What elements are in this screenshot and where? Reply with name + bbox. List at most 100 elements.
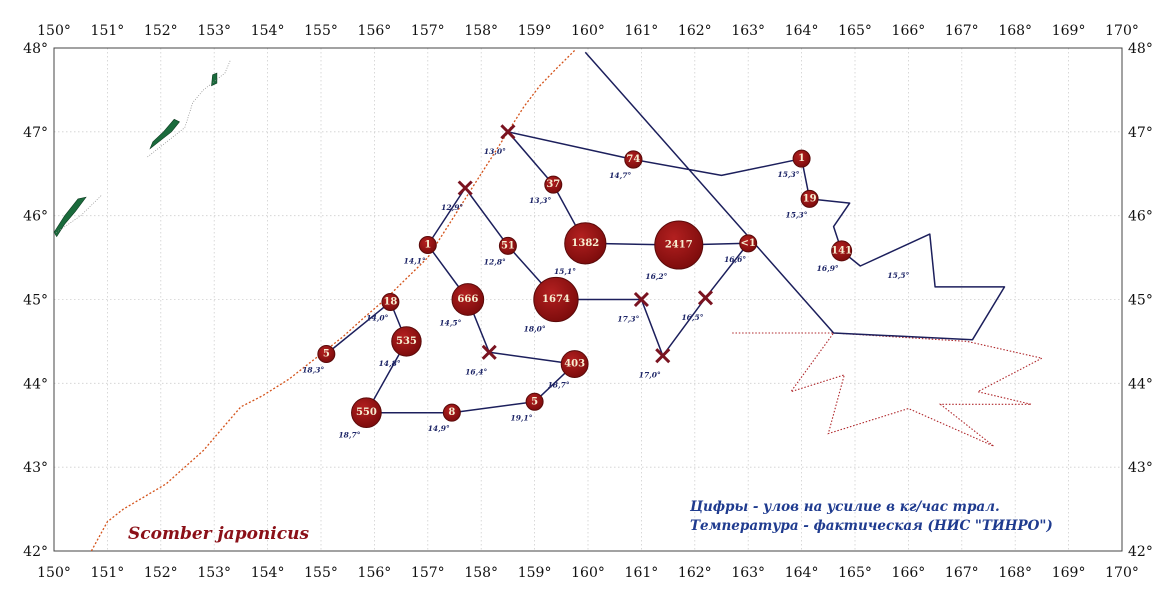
latitude-label-left: 48° xyxy=(23,41,48,57)
catch-station-circle xyxy=(739,234,758,253)
temperature-label: 16,4° xyxy=(465,367,487,376)
temperature-label: 18,7° xyxy=(338,431,360,440)
latitude-label-right: 46° xyxy=(1128,209,1153,225)
catch-station-circle xyxy=(544,175,563,194)
catch-value-label: 19 xyxy=(803,193,817,204)
empty-station-marker xyxy=(457,180,473,196)
longitude-label-top: 159° xyxy=(518,23,552,39)
latitude-label-left: 47° xyxy=(23,125,48,141)
temperature-label: 18,7° xyxy=(548,380,570,389)
longitude-label-bottom: 153° xyxy=(197,565,231,581)
longitude-label-bottom: 159° xyxy=(518,565,552,581)
catch-value-label: 550 xyxy=(356,407,377,418)
catch-value-label: 18 xyxy=(383,297,397,308)
cross-stroke xyxy=(481,344,497,360)
empty-station-marker xyxy=(633,291,649,308)
land-masses xyxy=(53,60,231,238)
catch-value-label: 51 xyxy=(501,240,515,251)
longitude-label-top: 167° xyxy=(945,23,979,39)
longitude-label-bottom: 161° xyxy=(625,565,659,581)
longitude-label-bottom: 164° xyxy=(785,565,819,581)
longitude-label-bottom: 170° xyxy=(1105,565,1139,581)
temperature-label: 12,8° xyxy=(484,257,506,266)
longitude-label-top: 168° xyxy=(998,23,1032,39)
catch-station-circle xyxy=(800,189,819,208)
catch-value-label: 74 xyxy=(626,154,640,165)
temperature-label: 16,2° xyxy=(645,272,667,281)
island-shelf-contour xyxy=(147,60,231,158)
longitude-label-bottom: 160° xyxy=(571,565,605,581)
catch-value-label: 403 xyxy=(564,359,585,370)
longitude-label-top: 155° xyxy=(304,23,338,39)
longitude-label-top: 154° xyxy=(251,23,285,39)
latitude-label-right: 42° xyxy=(1128,544,1153,560)
catch-station-circle xyxy=(525,392,544,411)
longitude-label-bottom: 151° xyxy=(91,565,125,581)
island-shelf-contour xyxy=(53,194,103,235)
temperature-label: 13,0° xyxy=(484,147,506,156)
latitude-label-left: 45° xyxy=(23,293,48,309)
longitude-label-top: 164° xyxy=(785,23,819,39)
catch-value-label: 1 xyxy=(798,153,805,164)
longitude-label-top: 158° xyxy=(464,23,498,39)
catch-value-label: 141 xyxy=(831,245,852,256)
temperature-label: 16,9° xyxy=(817,264,839,273)
temperature-label: 17,3° xyxy=(617,315,639,324)
catch-station-circle xyxy=(498,236,517,255)
longitude-label-top: 160° xyxy=(571,23,605,39)
longitude-label-top: 152° xyxy=(144,23,178,39)
legend-line-2: Температура - фактическая (НИС "ТИНРО") xyxy=(690,518,1053,534)
longitude-label-bottom: 165° xyxy=(838,565,872,581)
temperature-label: 17,0° xyxy=(639,371,661,380)
catch-station-circle xyxy=(442,403,461,422)
boundary-lines xyxy=(90,50,1044,552)
island-iturup xyxy=(53,196,87,238)
catch-station-circle xyxy=(391,326,422,357)
empty-stations xyxy=(457,124,714,364)
catch-value-label: 5 xyxy=(323,348,330,359)
longitude-label-bottom: 167° xyxy=(945,565,979,581)
catch-station-circle xyxy=(831,240,853,262)
temperature-label: 14,5° xyxy=(439,318,461,327)
catch-value-label: <1 xyxy=(741,238,756,249)
catch-value-label: 8 xyxy=(448,407,455,418)
temperature-label: 15,3° xyxy=(785,210,807,219)
temperature-label: 14,7° xyxy=(609,171,631,180)
temperature-label: 12,9° xyxy=(441,203,463,212)
temperature-label: 18,3° xyxy=(302,365,324,374)
latitude-label-left: 43° xyxy=(23,460,48,476)
latitude-label-left: 46° xyxy=(23,209,48,225)
latitude-label-right: 48° xyxy=(1128,41,1153,57)
longitude-label-top: 153° xyxy=(197,23,231,39)
vessel-route-line xyxy=(507,51,1006,341)
catch-value-label: 666 xyxy=(457,294,478,305)
longitude-label-bottom: 163° xyxy=(731,565,765,581)
catch-station-circle xyxy=(381,293,400,312)
catch-station-circle xyxy=(560,350,589,378)
longitude-label-bottom: 155° xyxy=(304,565,338,581)
vessel-route-line xyxy=(325,131,749,414)
longitude-label-top: 166° xyxy=(892,23,926,39)
catch-station-circle xyxy=(624,150,643,169)
map-frame xyxy=(53,47,1123,552)
temperature-label: 16,5° xyxy=(681,313,703,322)
longitude-label-top: 150° xyxy=(37,23,71,39)
catch-value-label: 5 xyxy=(531,396,538,407)
catch-station-circle xyxy=(654,220,704,270)
empty-station-marker xyxy=(500,124,516,140)
catch-station-circle xyxy=(564,222,607,265)
temperature-label: 14,1° xyxy=(404,257,426,266)
longitude-label-bottom: 157° xyxy=(411,565,445,581)
island-urup xyxy=(149,118,180,150)
longitude-label-bottom: 152° xyxy=(144,565,178,581)
latitude-label-left: 44° xyxy=(23,376,48,392)
temperature-label: 15,5° xyxy=(887,271,909,280)
catch-value-label: 1 xyxy=(424,240,431,251)
catch-station-circle xyxy=(533,276,579,323)
temperature-label: 14,8° xyxy=(379,359,401,368)
longitude-label-bottom: 162° xyxy=(678,565,712,581)
longitude-label-top: 156° xyxy=(358,23,392,39)
legend-line-1: Цифры - улов на усилие в кг/час трал. xyxy=(689,499,1000,515)
axis-labels: 150° 150° 151° 151° 152° 152° 153° 153° 154° 154°… xyxy=(23,23,1153,581)
